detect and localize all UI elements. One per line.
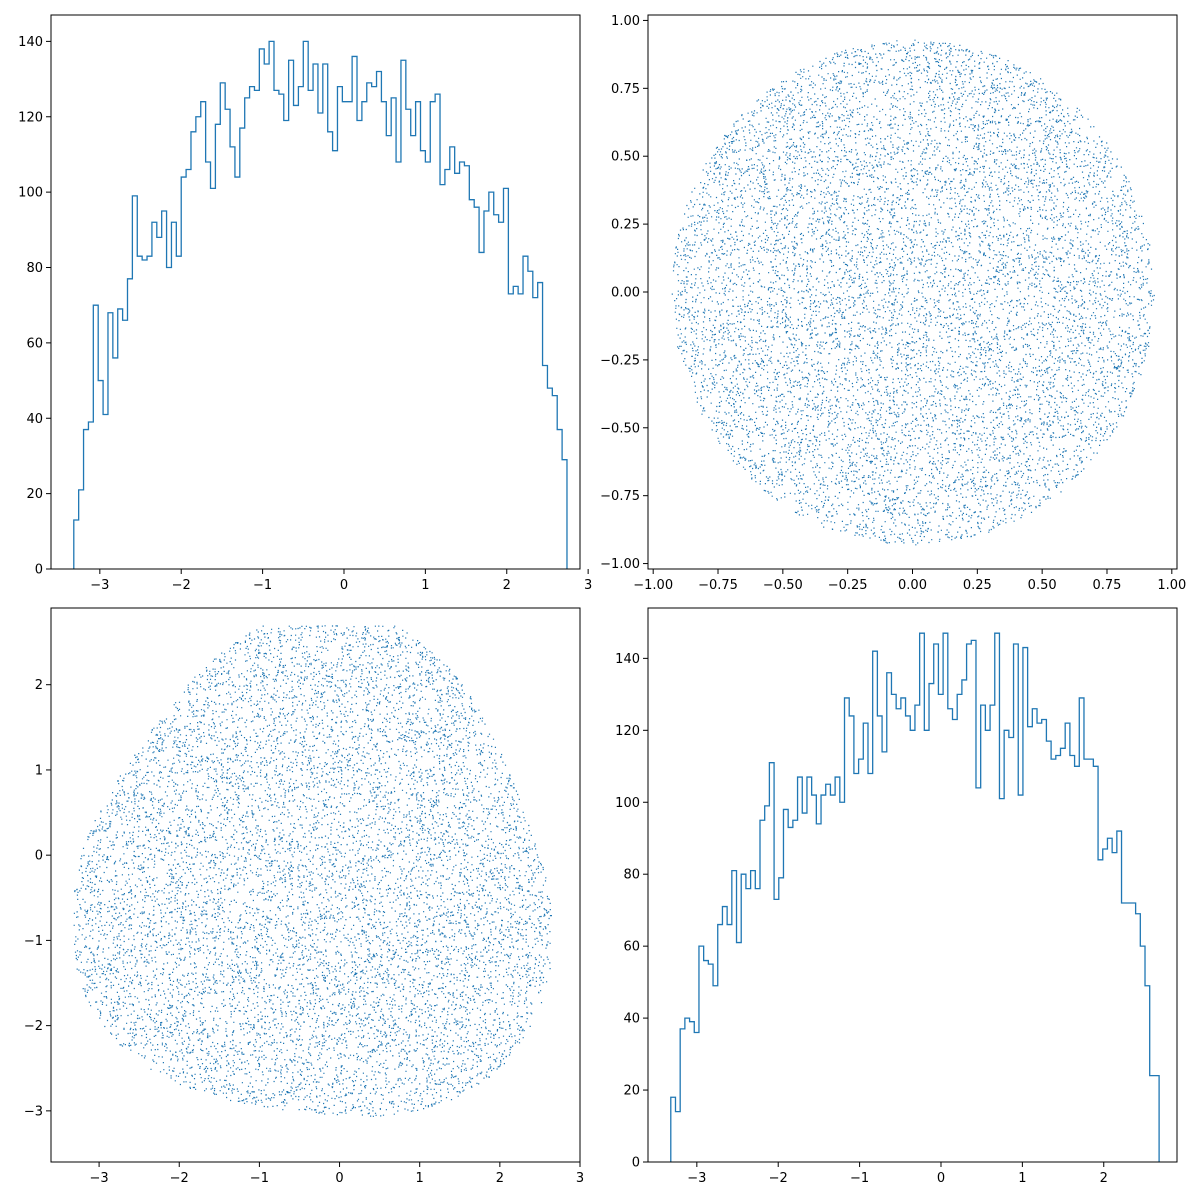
y-tick-label: 80 <box>26 261 43 276</box>
x-tick-label: 0 <box>340 578 348 593</box>
y-tick-label: 60 <box>26 336 43 351</box>
y-tick-label: 0.50 <box>611 150 640 165</box>
axes-frame <box>647 14 1178 570</box>
y-tick-label: 20 <box>26 487 43 502</box>
y-tick-label: −1 <box>24 934 43 949</box>
y-tick-label: 2 <box>35 678 43 693</box>
x-tick-label: −0.75 <box>698 578 738 593</box>
y-tick-label: 140 <box>18 35 43 50</box>
x-tick-label: −1 <box>850 1171 869 1186</box>
y-tick-label: 120 <box>615 724 640 739</box>
x-tick-label: 1 <box>421 578 429 593</box>
x-tick-label: 3 <box>576 1171 584 1186</box>
x-tick-label: 0 <box>937 1171 945 1186</box>
y-tick-label: −3 <box>24 1104 43 1119</box>
x-tick-label: 2 <box>496 1171 504 1186</box>
scatter-points <box>73 625 552 1117</box>
axes-frame <box>50 14 581 570</box>
x-tick-label: −0.50 <box>763 578 803 593</box>
y-tick-label: −1.00 <box>600 557 640 572</box>
y-tick-label: 60 <box>623 940 640 955</box>
axes-frame <box>647 607 1178 1163</box>
histogram-step-line <box>73 40 568 569</box>
y-tick-label: 100 <box>18 186 43 201</box>
y-tick-label: 1 <box>35 763 43 778</box>
x-tick-label: 3 <box>584 578 592 593</box>
y-tick-label: 0 <box>632 1156 640 1171</box>
y-tick-label: 0.00 <box>611 286 640 301</box>
y-tick-label: −0.25 <box>600 353 640 368</box>
y-tick-label: −0.75 <box>600 489 640 504</box>
x-tick-label: −1 <box>253 578 272 593</box>
x-tick-label: −3 <box>687 1171 706 1186</box>
y-tick-label: −2 <box>24 1019 43 1034</box>
x-tick-label: −1 <box>250 1171 269 1186</box>
panel-2: −1.00 −0.75 −0.50 −0.25 0.00 0.25 0.50 0.75 1.00… <box>600 14 1186 593</box>
y-tick-label: 80 <box>623 868 640 883</box>
x-tick-label: −1.00 <box>633 578 673 593</box>
x-tick-label: 1.00 <box>1157 578 1186 593</box>
y-tick-label: 140 <box>615 652 640 667</box>
y-tick-label: 1.00 <box>611 14 640 29</box>
y-tick-label: 0 <box>35 849 43 864</box>
x-tick-label: 0.00 <box>898 578 927 593</box>
x-tick-label: −3 <box>90 1171 109 1186</box>
scatter-points <box>671 39 1155 546</box>
x-tick-label: −2 <box>170 1171 189 1186</box>
x-tick-label: 1 <box>416 1171 424 1186</box>
y-tick-label: 100 <box>615 796 640 811</box>
y-tick-label: 0.75 <box>611 82 640 97</box>
y-tick-label: −0.50 <box>600 421 640 436</box>
x-tick-label: 0 <box>335 1171 343 1186</box>
panel-3: −3 −2 −1 0 1 2 3 −3 −2 −1 0 1 2 <box>24 607 584 1186</box>
y-tick-label: 20 <box>623 1084 640 1099</box>
x-tick-label: 1 <box>1018 1171 1026 1186</box>
histogram-step-line <box>670 632 1160 1162</box>
panel-1: −3 −2 −1 0 1 2 3 0 20 40 60 80 100 120 140 <box>18 14 592 593</box>
x-tick-label: −0.25 <box>828 578 868 593</box>
y-tick-label: 0 <box>35 563 43 578</box>
y-tick-label: 40 <box>623 1012 640 1027</box>
x-tick-label: 0.50 <box>1028 578 1057 593</box>
x-tick-label: 0.75 <box>1093 578 1122 593</box>
x-tick-label: −2 <box>769 1171 788 1186</box>
x-tick-label: 2 <box>503 578 511 593</box>
axes-frame <box>50 607 581 1163</box>
x-tick-label: 0.25 <box>963 578 992 593</box>
y-tick-label: 120 <box>18 110 43 125</box>
x-tick-label: −2 <box>172 578 191 593</box>
y-tick-label: 0.25 <box>611 218 640 233</box>
x-tick-label: 2 <box>1100 1171 1108 1186</box>
y-tick-label: 40 <box>26 412 43 427</box>
x-tick-label: −3 <box>90 578 109 593</box>
